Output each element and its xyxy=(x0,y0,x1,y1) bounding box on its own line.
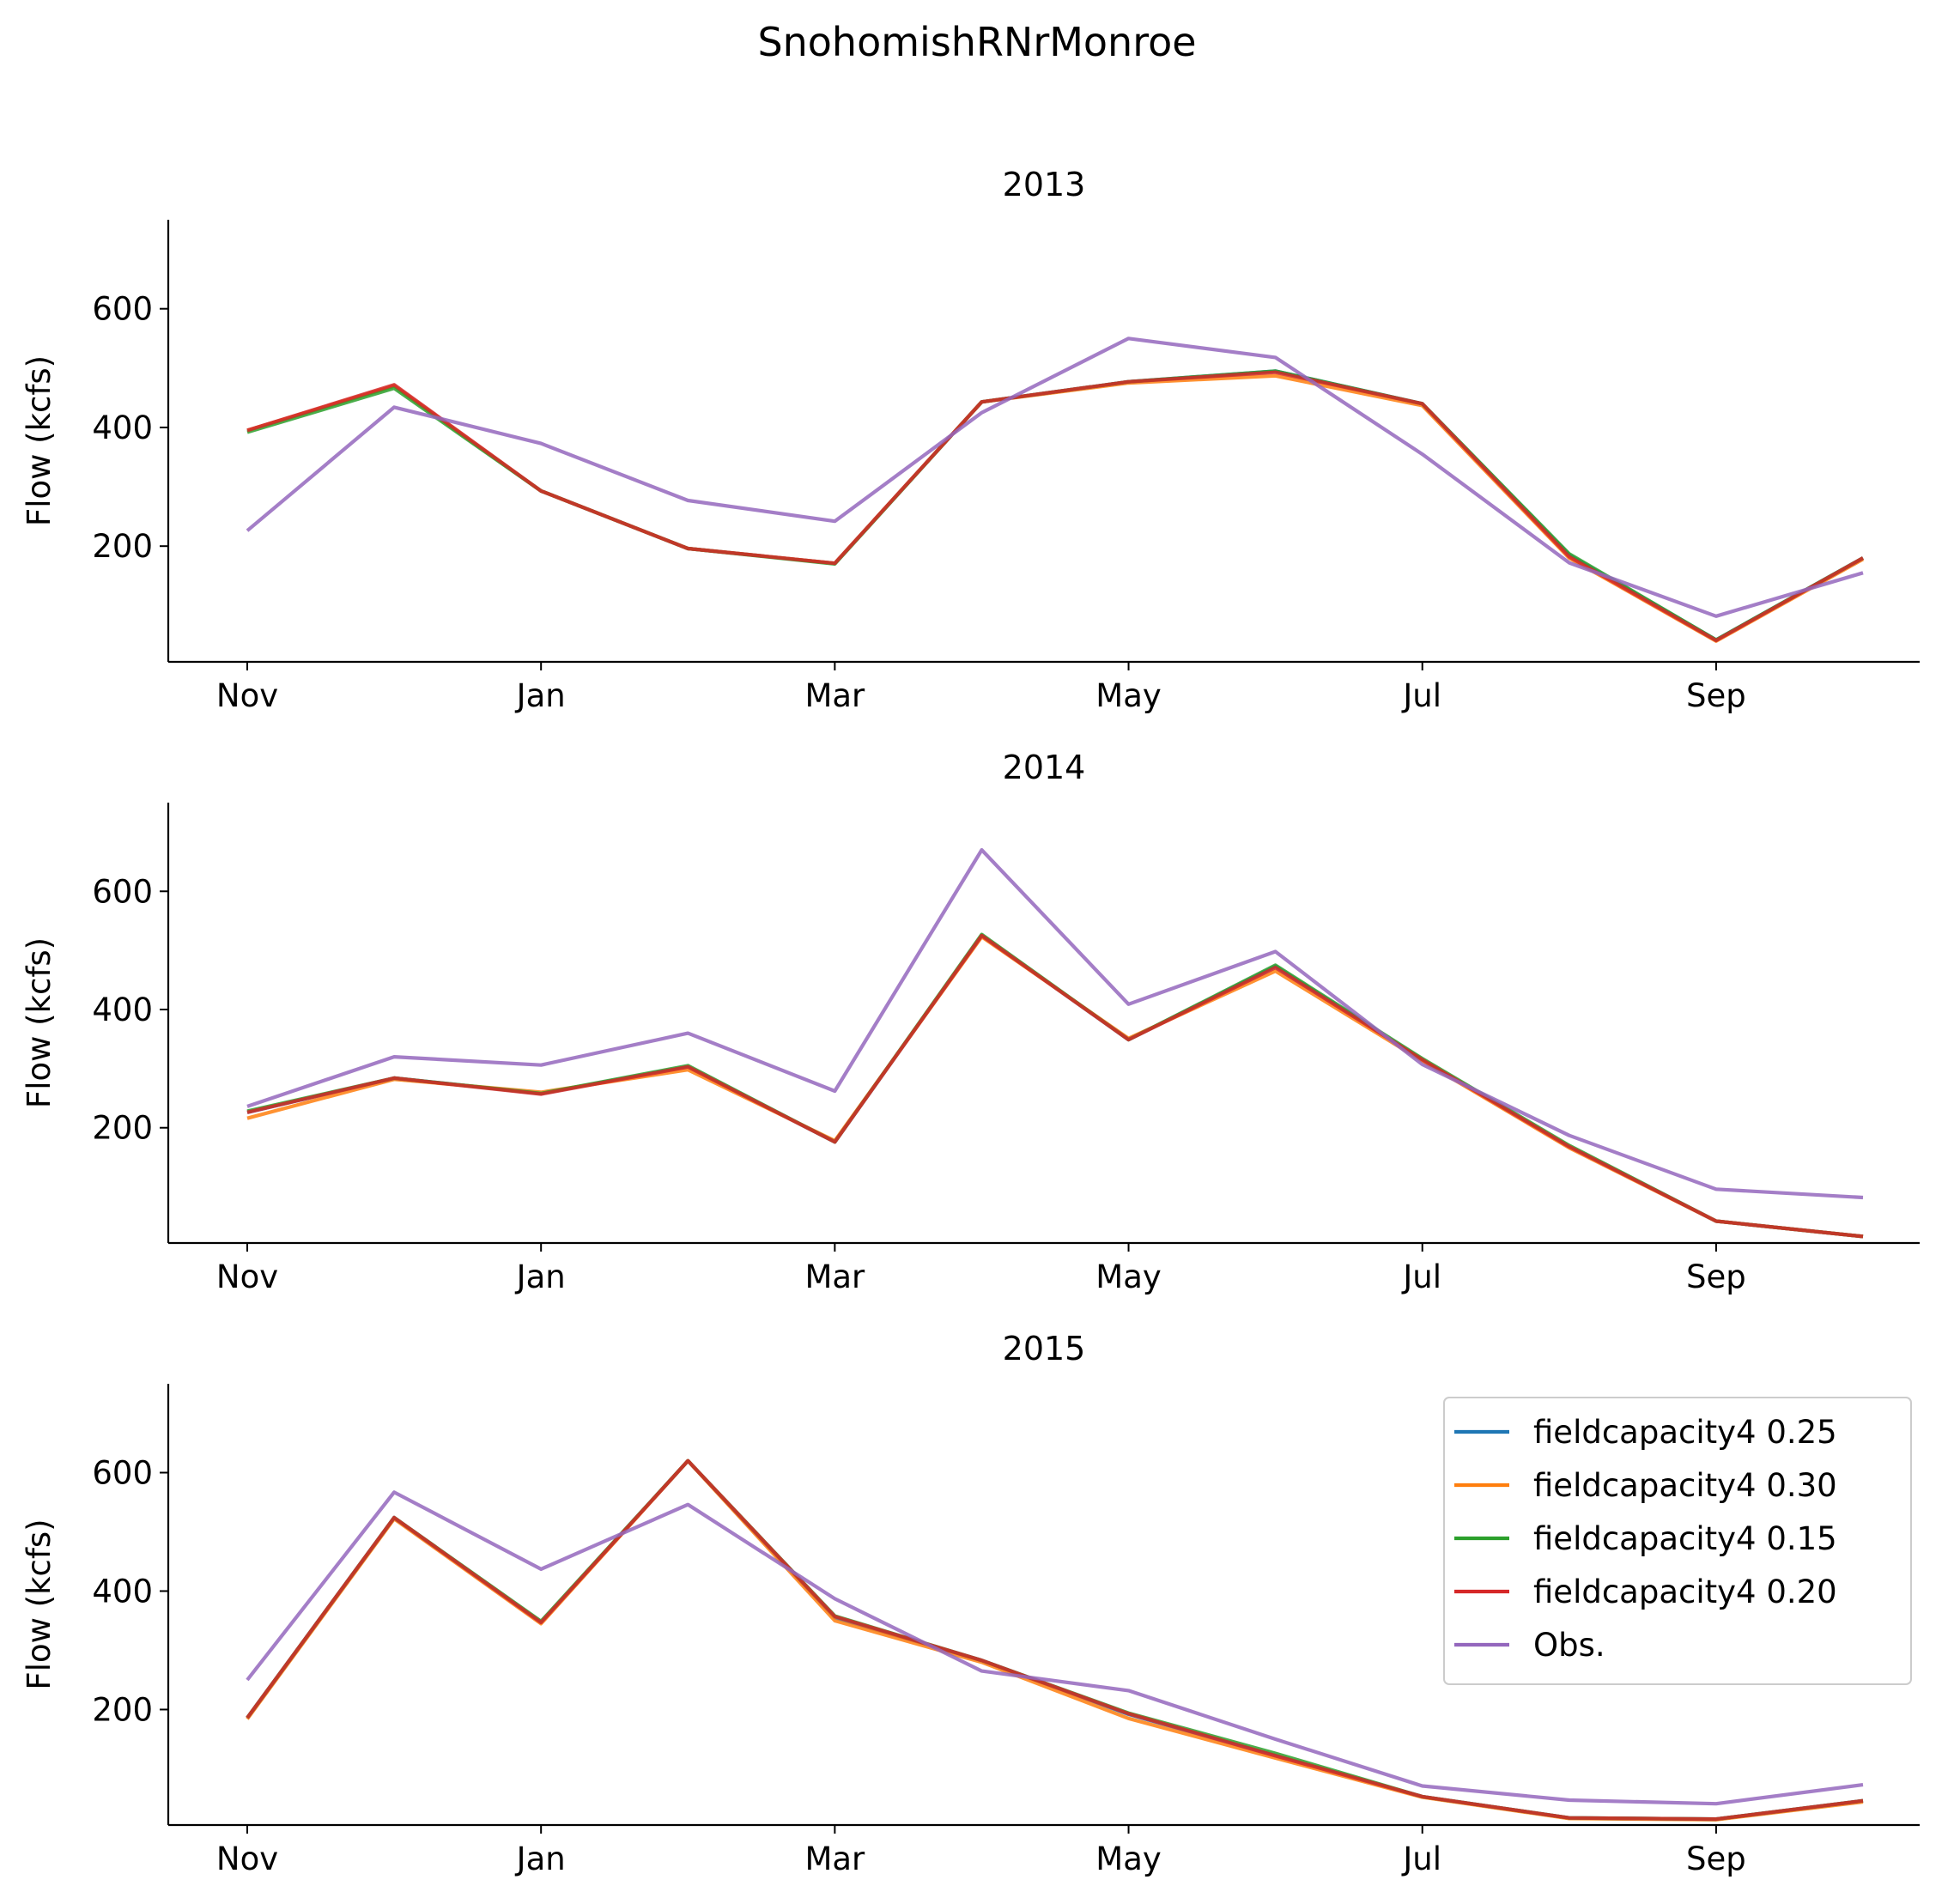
y-tick-label: 600 xyxy=(92,291,153,328)
series-line-obs- xyxy=(246,847,1864,1200)
x-tick-label: Mar xyxy=(804,677,865,714)
x-tick-label: Sep xyxy=(1686,1258,1746,1295)
y-axis-label: Flow (kcfs) xyxy=(21,355,58,526)
figure-title: SnohomishRNrMonroe xyxy=(757,19,1197,65)
x-tick-label: Nov xyxy=(216,1258,278,1295)
series-line-fieldcapacity4-0-30 xyxy=(246,373,1865,643)
x-tick-label: Jan xyxy=(515,677,566,714)
series-line-obs- xyxy=(246,1490,1864,1806)
series-line-fieldcapacity4-0-25 xyxy=(246,369,1865,642)
x-tick-label: Jul xyxy=(1401,677,1441,714)
x-tick-label: Nov xyxy=(216,677,278,714)
x-tick-label: Mar xyxy=(804,1258,865,1295)
x-tick-label: Sep xyxy=(1686,1840,1746,1877)
series-line-fieldcapacity4-0-20 xyxy=(246,933,1864,1239)
x-tick-label: Jan xyxy=(515,1840,566,1877)
series-line-obs- xyxy=(246,337,1864,618)
legend-label: fieldcapacity4 0.20 xyxy=(1533,1574,1837,1610)
y-tick-label: 400 xyxy=(92,409,153,446)
x-tick-label: Sep xyxy=(1686,677,1746,714)
x-tick-label: May xyxy=(1095,1258,1162,1295)
y-tick-label: 400 xyxy=(92,991,153,1028)
x-tick-label: May xyxy=(1095,1840,1162,1877)
legend: fieldcapacity4 0.25 fieldcapacity4 0.30 fi… xyxy=(1443,1397,1912,1685)
x-tick-label: Jan xyxy=(515,1258,566,1295)
y-tick-label: 400 xyxy=(92,1573,153,1610)
x-tick-label: Jul xyxy=(1401,1258,1441,1295)
subplot-title: 2015 xyxy=(1003,1330,1086,1367)
subplot-2015: 2015 Flow (kcfs) 200 400 600 Nov Jan Mar May Jul S… xyxy=(21,1330,1920,1877)
legend-frame xyxy=(1443,1397,1912,1685)
subplot-2013: 2013 Flow (kcfs) 200 400 600 Nov Jan Mar May Jul S… xyxy=(21,166,1920,714)
series-line-fieldcapacity4-0-15 xyxy=(246,369,1865,642)
legend-label: fieldcapacity4 0.15 xyxy=(1533,1520,1837,1557)
series-line-fieldcapacity4-0-20 xyxy=(246,370,1865,643)
y-tick-label: 600 xyxy=(92,1454,153,1491)
y-tick-label: 200 xyxy=(92,1110,153,1147)
y-axis-label: Flow (kcfs) xyxy=(21,1519,58,1689)
subplot-title: 2014 xyxy=(1003,749,1086,786)
x-tick-label: Nov xyxy=(216,1840,278,1877)
x-tick-label: May xyxy=(1095,677,1162,714)
y-tick-label: 200 xyxy=(92,1691,153,1728)
legend-label: Obs. xyxy=(1533,1627,1605,1664)
series-line-fieldcapacity4-0-15 xyxy=(246,932,1864,1239)
x-tick-label: Jul xyxy=(1401,1840,1441,1877)
series-line-fieldcapacity4-0-20 xyxy=(246,1458,1864,1822)
y-axis-label: Flow (kcfs) xyxy=(21,937,58,1108)
subplot-2014: 2014 Flow (kcfs) 200 400 600 Nov Jan Mar May Jul S… xyxy=(21,749,1920,1295)
y-tick-label: 600 xyxy=(92,873,153,910)
legend-label: fieldcapacity4 0.30 xyxy=(1533,1467,1837,1504)
subplot-title: 2013 xyxy=(1003,166,1086,203)
x-tick-label: Mar xyxy=(804,1840,865,1877)
y-tick-label: 200 xyxy=(92,528,153,565)
legend-label: fieldcapacity4 0.25 xyxy=(1533,1414,1837,1451)
